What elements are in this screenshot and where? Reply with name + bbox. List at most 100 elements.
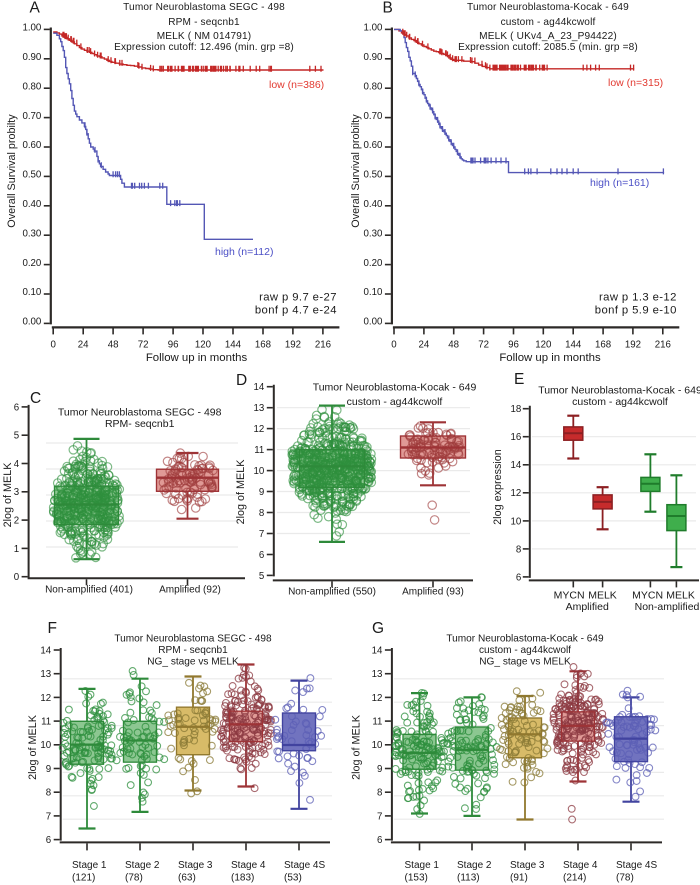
svg-text:12: 12 — [372, 693, 383, 704]
svg-text:(91): (91) — [510, 872, 528, 883]
svg-text:MELK ( NM 014791): MELK ( NM 014791) — [157, 31, 252, 42]
svg-text:0.50: 0.50 — [364, 170, 383, 181]
svg-text:bonf p 5.9 e-10: bonf p 5.9 e-10 — [595, 305, 677, 317]
svg-text:(121): (121) — [72, 872, 95, 883]
svg-text:24: 24 — [78, 339, 89, 350]
svg-text:7: 7 — [259, 529, 264, 540]
svg-text:10: 10 — [511, 516, 522, 527]
svg-text:0.70: 0.70 — [22, 111, 41, 122]
svg-text:0.10: 0.10 — [364, 287, 383, 298]
svg-text:custom - ag44kcwolf: custom - ag44kcwolf — [479, 645, 571, 656]
svg-text:MELK: MELK — [666, 590, 695, 602]
svg-text:Stage 2: Stage 2 — [457, 860, 492, 871]
svg-text:Amplified (93): Amplified (93) — [402, 587, 464, 598]
svg-text:raw p 1.3 e-12: raw p 1.3 e-12 — [599, 292, 677, 304]
svg-text:raw p 9.7 e-27: raw p 9.7 e-27 — [259, 292, 337, 304]
svg-text:Stage 1: Stage 1 — [72, 860, 107, 871]
svg-text:14: 14 — [372, 645, 383, 656]
svg-text:Stage 4S: Stage 4S — [616, 860, 657, 871]
svg-text:216: 216 — [655, 339, 671, 350]
svg-text:0.00: 0.00 — [22, 317, 41, 328]
svg-text:0.60: 0.60 — [364, 140, 383, 151]
svg-text:10: 10 — [40, 740, 51, 751]
svg-text:(63): (63) — [178, 872, 196, 883]
svg-text:Stage 3: Stage 3 — [510, 860, 545, 871]
svg-text:RPM- seqcnb1: RPM- seqcnb1 — [105, 418, 175, 430]
svg-text:6: 6 — [46, 835, 51, 846]
svg-text:(53): (53) — [284, 872, 302, 883]
svg-text:14: 14 — [40, 645, 51, 656]
svg-text:2log expression: 2log expression — [492, 449, 504, 525]
svg-text:2log of MELK: 2log of MELK — [2, 462, 14, 528]
svg-text:0.80: 0.80 — [22, 81, 41, 92]
svg-text:48: 48 — [108, 339, 119, 350]
svg-text:9: 9 — [46, 764, 51, 775]
svg-text:low (n=386): low (n=386) — [269, 79, 324, 91]
svg-text:0.60: 0.60 — [22, 140, 41, 151]
svg-text:8: 8 — [377, 788, 382, 799]
svg-text:2log of MELK: 2log of MELK — [235, 459, 247, 525]
svg-text:NG_ stage vs MELK: NG_ stage vs MELK — [147, 657, 239, 668]
svg-text:Stage 4: Stage 4 — [231, 860, 266, 871]
svg-text:Amplified (92): Amplified (92) — [159, 585, 221, 596]
svg-text:6: 6 — [377, 835, 382, 846]
svg-text:Tumor Neuroblastoma-Kocak - 64: Tumor Neuroblastoma-Kocak - 649 — [446, 634, 604, 645]
svg-text:96: 96 — [508, 339, 519, 350]
svg-text:10: 10 — [372, 740, 383, 751]
svg-text:192: 192 — [625, 339, 641, 350]
svg-text:0.10: 0.10 — [22, 287, 41, 298]
svg-text:8: 8 — [516, 544, 521, 555]
svg-text:Stage 2: Stage 2 — [125, 860, 160, 871]
svg-text:1: 1 — [14, 544, 19, 555]
svg-text:D: D — [236, 372, 247, 389]
svg-text:Tumor Neuroblastoma SEGC - 498: Tumor Neuroblastoma SEGC - 498 — [123, 2, 285, 13]
svg-text:120: 120 — [535, 339, 552, 350]
svg-text:11: 11 — [41, 717, 51, 728]
svg-text:C: C — [30, 390, 41, 407]
svg-text:(214): (214) — [563, 872, 586, 883]
svg-text:Follow up in months: Follow up in months — [146, 352, 248, 364]
svg-text:5: 5 — [259, 571, 264, 582]
svg-text:216: 216 — [315, 339, 331, 350]
svg-text:13: 13 — [254, 403, 265, 414]
svg-text:custom - ag44kcwolf: custom - ag44kcwolf — [347, 396, 443, 408]
svg-text:RPM - seqcnb1: RPM - seqcnb1 — [168, 17, 240, 28]
svg-text:96: 96 — [168, 339, 179, 350]
svg-text:24: 24 — [419, 339, 430, 350]
svg-text:72: 72 — [138, 339, 149, 350]
svg-text:11: 11 — [254, 445, 264, 456]
svg-text:Expression cutoff: 2085.5 (min: Expression cutoff: 2085.5 (min. grp =8) — [458, 42, 638, 53]
svg-text:18: 18 — [511, 404, 522, 415]
svg-text:NG_ stage vs MELK: NG_ stage vs MELK — [479, 657, 571, 668]
svg-text:(153): (153) — [405, 872, 428, 883]
svg-text:168: 168 — [595, 339, 611, 350]
svg-text:Stage 4: Stage 4 — [563, 860, 598, 871]
svg-text:0.70: 0.70 — [364, 111, 383, 122]
svg-text:8: 8 — [46, 788, 51, 799]
svg-text:12: 12 — [511, 488, 522, 499]
svg-text:Follow up in months: Follow up in months — [499, 352, 601, 364]
svg-text:Stage 4S: Stage 4S — [284, 860, 325, 871]
svg-text:Non-amplified: Non-amplified — [635, 601, 700, 613]
svg-text:1.00: 1.00 — [22, 23, 41, 34]
svg-text:2log of MELK: 2log of MELK — [27, 714, 39, 780]
svg-text:9: 9 — [259, 487, 264, 498]
svg-text:(113): (113) — [457, 872, 480, 883]
svg-text:9: 9 — [377, 764, 382, 775]
svg-text:12: 12 — [254, 424, 265, 435]
svg-text:144: 144 — [565, 339, 582, 350]
svg-text:Non-amplified (401): Non-amplified (401) — [45, 585, 133, 596]
svg-text:3: 3 — [14, 487, 19, 498]
svg-text:0.30: 0.30 — [364, 228, 383, 239]
svg-text:14: 14 — [511, 460, 522, 471]
svg-text:2: 2 — [14, 516, 19, 527]
svg-text:72: 72 — [478, 339, 489, 350]
svg-text:12: 12 — [40, 693, 51, 704]
svg-text:5: 5 — [14, 431, 19, 442]
svg-text:Tumor Neuroblastoma-Kocak - 64: Tumor Neuroblastoma-Kocak - 649 — [538, 385, 700, 397]
svg-text:192: 192 — [285, 339, 301, 350]
svg-text:10: 10 — [254, 466, 265, 477]
svg-text:0.90: 0.90 — [364, 52, 383, 63]
svg-text:G: G — [372, 620, 384, 637]
svg-text:custom - ag44kcwolf: custom - ag44kcwolf — [501, 17, 596, 28]
